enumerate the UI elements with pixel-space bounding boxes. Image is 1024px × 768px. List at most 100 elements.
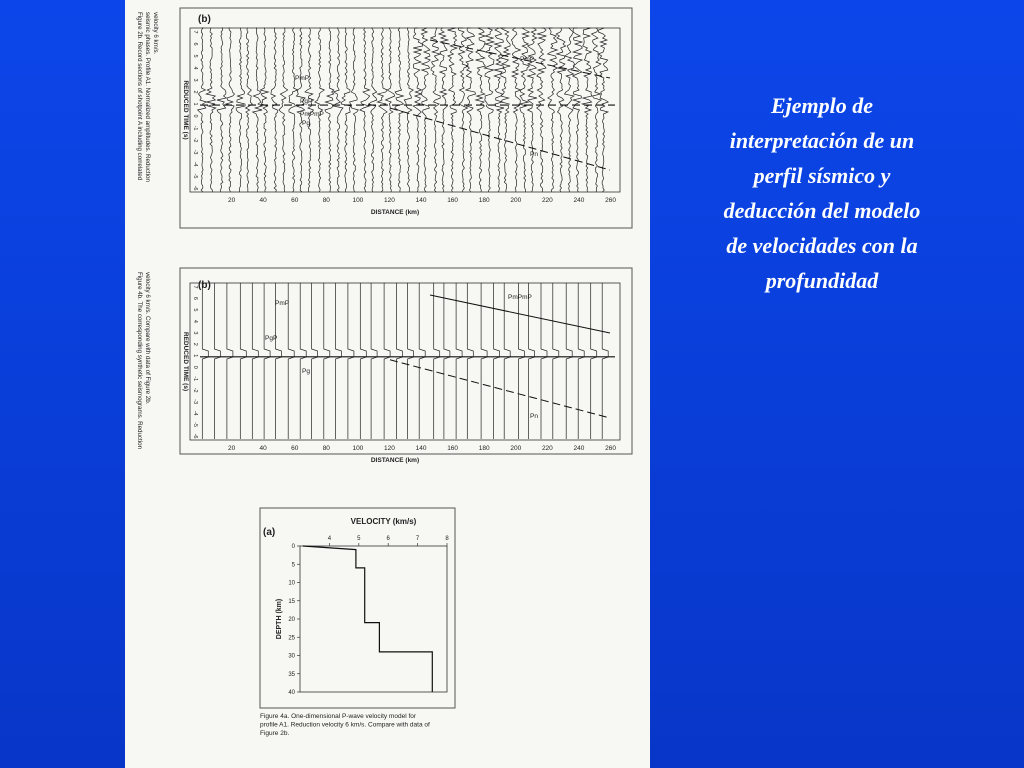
x-tick-label: 40	[260, 197, 268, 204]
y-tick-label: 4	[192, 320, 198, 323]
velocity-profile	[302, 545, 433, 692]
slide-text-line: deducción del modelo	[724, 198, 921, 223]
seismic-trace	[503, 282, 511, 439]
y-tick-label: 0	[192, 114, 198, 117]
seismic-trace	[552, 282, 560, 439]
figure-caption: velocity 6 km/s. Compare with data of Fi…	[144, 272, 151, 405]
x-tick-label: 180	[479, 197, 490, 204]
slide-text-line: profundidad	[764, 268, 879, 293]
seismic-trace	[563, 27, 575, 193]
seismic-trace	[239, 282, 247, 439]
figure-4b-frame	[179, 267, 633, 455]
phase-label: PmP	[275, 300, 289, 307]
slide-text-line: Ejemplo de	[770, 93, 873, 118]
seismic-trace	[251, 282, 259, 439]
y-tick-label: -1	[192, 126, 198, 131]
y-tick-label: 2	[192, 90, 198, 93]
x-tick-label: 160	[447, 445, 458, 452]
seismic-trace	[483, 27, 496, 193]
seismic-trace	[359, 282, 367, 439]
phase-label: PmPmP	[300, 111, 324, 118]
figure-caption: Figure 2b. Record sections of shotpoint …	[136, 12, 143, 181]
seismic-trace	[394, 27, 405, 193]
y-tick-label: -3	[192, 150, 198, 155]
phase-label: PmP	[520, 56, 534, 63]
y-tick-label: -1	[192, 376, 198, 381]
seismic-trace	[288, 27, 299, 193]
seismic-trace	[304, 27, 315, 193]
seismic-trace	[384, 27, 396, 193]
y-tick-label: 35	[288, 672, 295, 678]
x-tick-label: 20	[228, 445, 236, 452]
phase-label: PgP	[265, 335, 277, 342]
seismic-trace	[466, 282, 474, 439]
x-tick-label: 220	[542, 445, 553, 452]
seismic-trace	[407, 282, 414, 439]
seismic-trace	[376, 27, 388, 193]
seismic-trace	[196, 27, 208, 193]
figure-caption: Figure 4a. One-dimensional P-wave veloci…	[260, 713, 417, 720]
seismic-trace	[418, 282, 426, 439]
y-tick-label: 15	[288, 599, 295, 605]
seismic-trace	[412, 27, 423, 193]
seismic-trace	[383, 282, 391, 439]
y-tick-label: 5	[192, 54, 198, 57]
figure-caption: seismic phases. Profile A1. Normalized a…	[144, 12, 151, 182]
x-tick-label: 80	[323, 445, 331, 452]
seismic-trace	[597, 27, 610, 193]
seismic-trace	[359, 27, 371, 193]
x-tick-label: 100	[352, 445, 363, 452]
phase-label: PmP	[295, 75, 309, 82]
figure-label: (a)	[263, 527, 275, 538]
seismic-trace	[278, 27, 289, 193]
seismic-trace	[429, 27, 442, 193]
y-tick-label: 7	[192, 30, 198, 33]
seismic-trace	[367, 27, 378, 193]
seismic-trace	[580, 27, 593, 193]
x-tick-label: 8	[445, 536, 449, 542]
x-tick-label: 260	[605, 197, 616, 204]
seismic-trace	[518, 282, 525, 439]
seismic-trace	[510, 27, 522, 193]
x-tick-label: 220	[542, 197, 553, 204]
x-tick-label: 6	[387, 536, 391, 542]
y-tick-label: 5	[192, 308, 198, 311]
x-tick-label: 200	[510, 445, 521, 452]
figure-label: (b)	[198, 280, 211, 291]
y-tick-label: -6	[192, 434, 198, 439]
seismic-trace	[433, 282, 441, 439]
y-axis-label: REDUCED TIME (s)	[182, 80, 189, 139]
seismic-trace	[437, 27, 450, 192]
seismic-trace	[332, 27, 344, 193]
x-tick-label: 180	[479, 445, 490, 452]
seismic-trace	[546, 27, 559, 193]
figures: (b) Figure 2b. Record sections of shotpoi…	[136, 12, 621, 737]
phase-label: Pg	[302, 368, 310, 375]
figure-2b-frame	[179, 7, 633, 229]
y-tick-label: 10	[288, 581, 295, 587]
x-axis-label: VELOCITY (km/s)	[351, 517, 417, 526]
seismic-trace	[457, 27, 470, 193]
seismic-trace	[244, 27, 253, 193]
y-tick-label: -4	[192, 162, 198, 167]
y-tick-label: -4	[192, 411, 198, 416]
phase-line	[389, 107, 611, 171]
seismic-trace	[499, 27, 512, 192]
seismic-trace	[571, 27, 584, 193]
seismic-trace	[324, 27, 335, 193]
seismic-trace	[214, 282, 221, 439]
seismic-trace	[205, 27, 217, 192]
phase-label: Pn	[530, 413, 538, 420]
x-tick-label: 5	[357, 536, 361, 542]
figure-caption: Figure 2b.	[260, 730, 289, 737]
seismic-trace	[455, 282, 463, 439]
seismic-trace	[201, 282, 209, 439]
phase-line	[429, 294, 611, 334]
seismic-trace	[555, 27, 567, 193]
seismic-trace	[447, 27, 459, 193]
x-tick-label: 60	[291, 197, 299, 204]
seismic-trace	[396, 282, 403, 439]
seismic-trace	[349, 27, 359, 193]
slide-text-line: de velocidades con la	[726, 233, 917, 258]
seismic-trace	[311, 282, 318, 439]
